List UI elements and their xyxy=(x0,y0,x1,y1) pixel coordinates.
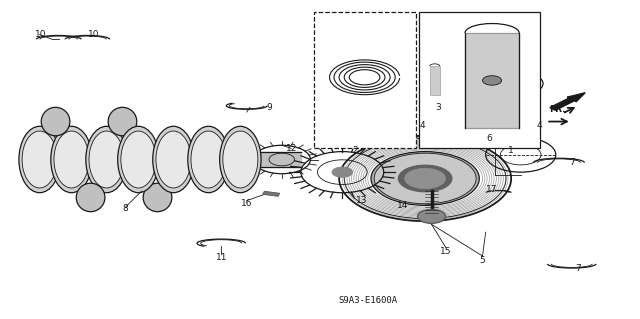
Text: 15: 15 xyxy=(440,247,452,256)
Bar xyxy=(465,33,519,128)
Ellipse shape xyxy=(191,131,226,188)
Text: 14: 14 xyxy=(397,201,408,210)
Text: 17: 17 xyxy=(486,185,498,194)
Ellipse shape xyxy=(121,131,156,188)
Text: 12: 12 xyxy=(285,144,297,153)
Text: 9: 9 xyxy=(266,103,272,112)
Text: 4: 4 xyxy=(537,121,543,130)
Ellipse shape xyxy=(143,183,172,212)
Text: 1: 1 xyxy=(508,146,514,155)
Text: 11: 11 xyxy=(216,253,227,262)
Bar xyxy=(262,191,280,196)
Ellipse shape xyxy=(108,107,137,136)
Ellipse shape xyxy=(156,131,191,188)
Ellipse shape xyxy=(220,126,261,193)
Text: 13: 13 xyxy=(356,196,367,205)
Text: 6: 6 xyxy=(486,134,492,144)
Circle shape xyxy=(332,167,353,177)
Text: 10: 10 xyxy=(88,30,100,39)
Text: 2: 2 xyxy=(352,146,358,155)
Bar xyxy=(314,12,415,148)
Text: 5: 5 xyxy=(479,256,485,265)
Text: 16: 16 xyxy=(241,199,252,208)
Ellipse shape xyxy=(188,126,229,193)
Ellipse shape xyxy=(89,131,124,188)
Ellipse shape xyxy=(118,126,159,193)
Text: 4: 4 xyxy=(419,121,425,130)
Ellipse shape xyxy=(54,131,89,188)
Ellipse shape xyxy=(22,131,57,188)
Circle shape xyxy=(398,165,452,192)
Ellipse shape xyxy=(19,126,60,193)
Ellipse shape xyxy=(86,126,127,193)
Text: 8: 8 xyxy=(123,204,129,213)
Text: 3: 3 xyxy=(435,103,441,112)
Text: 10: 10 xyxy=(35,30,47,39)
Bar xyxy=(241,152,301,167)
Circle shape xyxy=(404,168,445,189)
Circle shape xyxy=(371,152,479,205)
Ellipse shape xyxy=(76,183,105,212)
Circle shape xyxy=(374,153,476,204)
Bar xyxy=(429,66,440,95)
Circle shape xyxy=(483,76,502,85)
Ellipse shape xyxy=(223,131,258,188)
Circle shape xyxy=(417,210,445,223)
Ellipse shape xyxy=(153,126,194,193)
Ellipse shape xyxy=(51,126,92,193)
Ellipse shape xyxy=(41,107,70,136)
Text: FR.: FR. xyxy=(549,105,566,114)
Text: S9A3-E1600A: S9A3-E1600A xyxy=(338,296,397,305)
Text: 7: 7 xyxy=(575,264,581,273)
FancyArrow shape xyxy=(550,93,585,110)
Bar xyxy=(419,12,540,148)
Text: 7: 7 xyxy=(569,158,575,167)
